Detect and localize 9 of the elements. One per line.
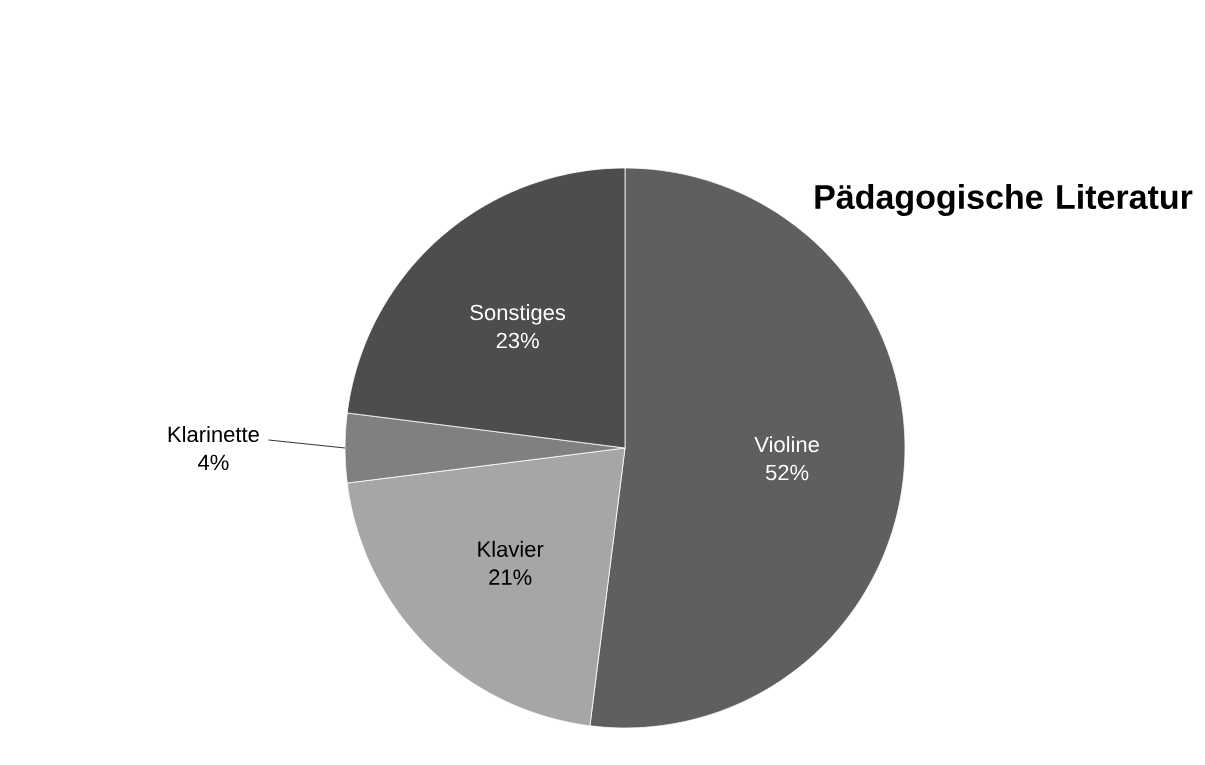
slice-label: Sonstiges	[470, 304, 566, 325]
data-label: 21%	[489, 569, 532, 585]
data-label: 52%	[765, 464, 809, 481]
text: Pädagogische Literatur	[815, 184, 1193, 216]
slice-label: Violine	[754, 436, 819, 453]
slice-label: Klavier	[478, 540, 544, 557]
data-label: 4%	[198, 454, 229, 471]
data-label: 23%	[496, 332, 539, 349]
slice-label: Klarinette	[168, 425, 259, 443]
